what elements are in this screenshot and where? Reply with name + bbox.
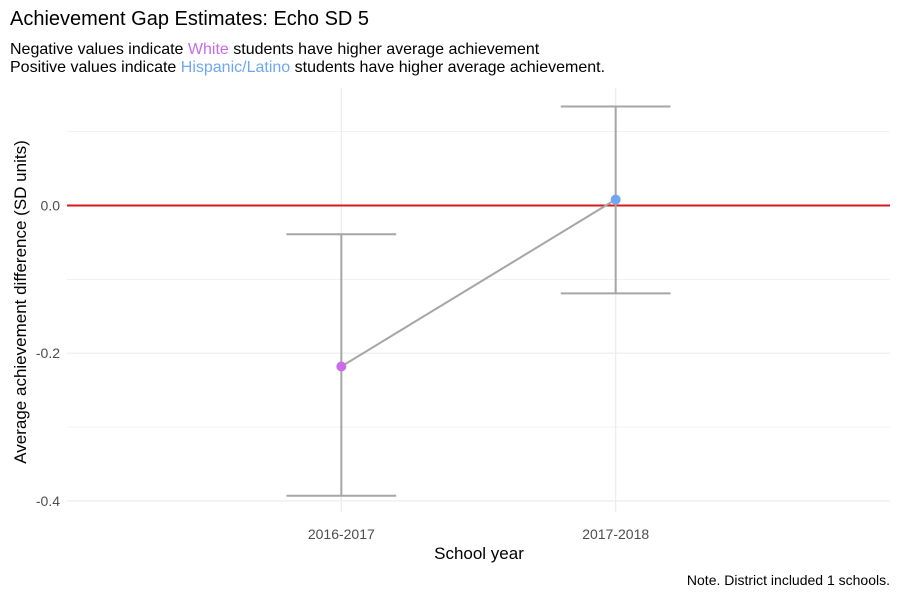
subtitle-1-suffix: students have higher average achievement — [228, 41, 540, 58]
axis-layer: -0.4 -0.2 0.0 2016-2017 2017-2018 — [36, 197, 649, 542]
grid-layer — [67, 88, 890, 512]
chart-caption: Note. District included 1 schools. — [686, 572, 890, 588]
y-axis-title: Average achievement difference (SD units… — [11, 140, 30, 464]
x-tick-label: 2016-2017 — [308, 526, 375, 542]
y-tick-label: -0.4 — [36, 493, 60, 509]
y-tick-label: 0.0 — [41, 197, 61, 213]
subtitle-white-label: White — [187, 41, 229, 58]
chart-title: Achievement Gap Estimates: Echo SD 5 — [10, 8, 370, 30]
subtitle-1-prefix: Negative values indicate — [10, 41, 188, 58]
x-axis-title: School year — [434, 544, 524, 563]
subtitle-hispanic-label: Hispanic/Latino — [180, 59, 291, 76]
data-layer — [286, 105, 671, 497]
data-point — [336, 361, 347, 372]
subtitle-2-prefix: Positive values indicate — [10, 59, 181, 76]
data-point — [610, 194, 621, 205]
y-tick-label: -0.2 — [36, 345, 60, 361]
subtitle-2-suffix: students have higher average achievement… — [290, 59, 606, 76]
chart-subtitle-line-1: Negative values indicate White students … — [10, 41, 539, 59]
chart-subtitle-line-2: Positive values indicate Hispanic/Latino… — [10, 59, 605, 77]
connector-line — [340, 198, 617, 368]
x-tick-label: 2017-2018 — [582, 526, 649, 542]
